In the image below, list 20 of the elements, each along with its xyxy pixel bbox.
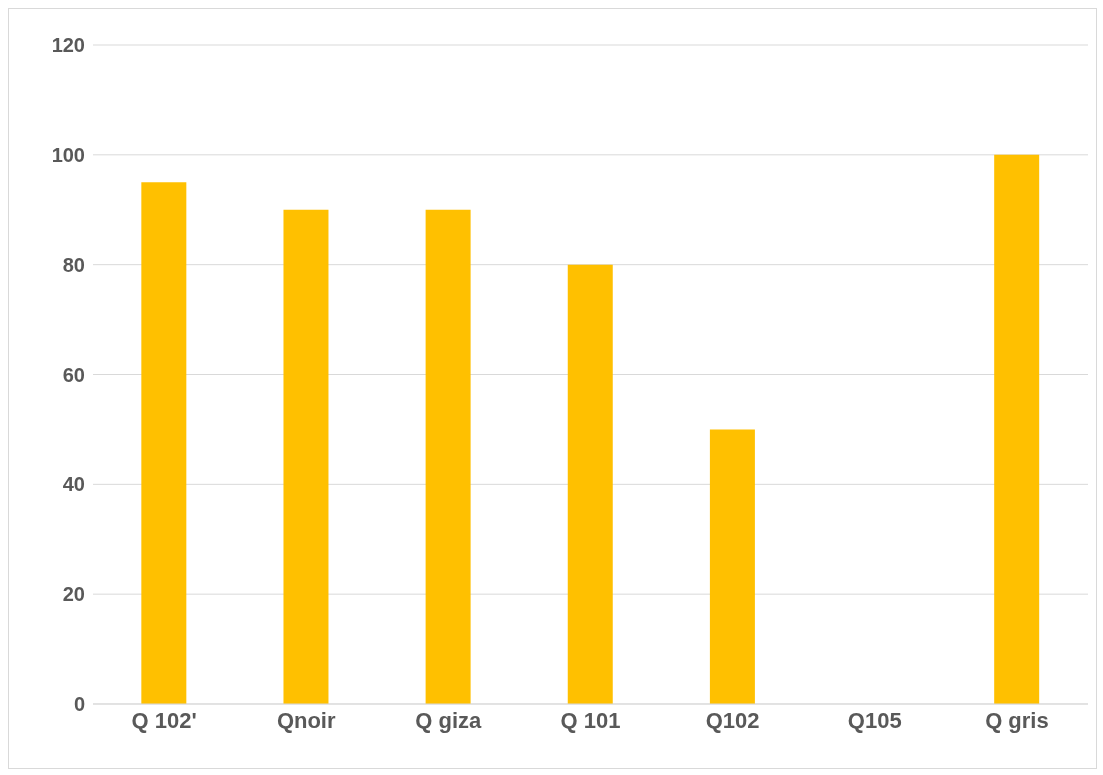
x-tick-label: Q 102'	[131, 707, 197, 733]
bar	[141, 182, 187, 704]
y-tick-label: 120	[51, 34, 85, 57]
bar	[567, 264, 613, 704]
x-tick-label: Q giza	[415, 707, 483, 733]
y-tick-label: 100	[51, 143, 85, 166]
y-tick-label: 0	[73, 693, 85, 716]
x-tick-label: Q 101	[560, 707, 621, 733]
bar	[994, 154, 1040, 704]
y-tick-label: 80	[62, 253, 85, 276]
x-tick-label: Q105	[847, 707, 902, 733]
bar	[283, 209, 329, 704]
y-tick-label: 60	[62, 363, 85, 386]
y-tick-label: 20	[62, 583, 85, 606]
x-tick-label: Q102	[705, 707, 760, 733]
bar	[709, 429, 755, 704]
y-tick-label: 40	[62, 473, 85, 496]
x-tick-label: Qnoir	[276, 707, 336, 733]
bar	[425, 209, 471, 704]
x-tick-label: Q gris	[985, 707, 1049, 733]
